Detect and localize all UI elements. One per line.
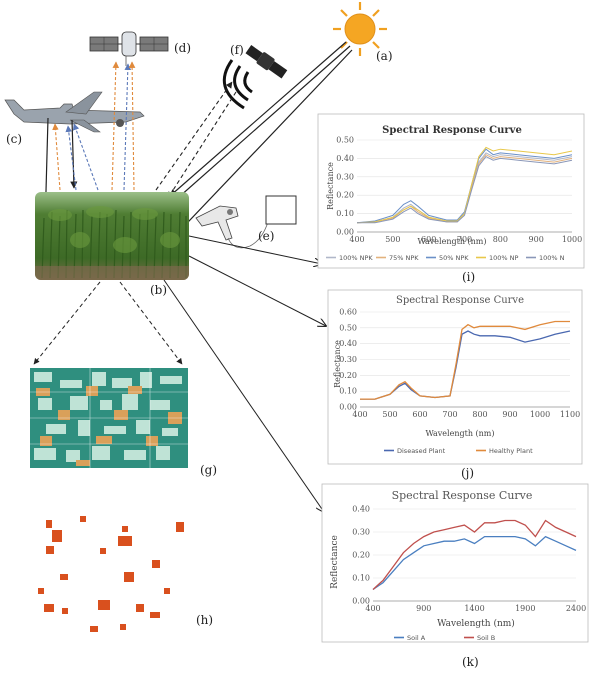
x-tick-label: 400 [349,235,364,244]
y-tick-label: 0.60 [339,308,357,317]
radiation-arrows [40,41,353,265]
satellite-icon [89,31,169,66]
x-tick-label: 2400 [566,604,586,613]
legend-label: Soil A [407,634,426,642]
field-to-chart-arrows [33,235,326,512]
legend-label: Diseased Plant [397,447,446,455]
x-tick-label: 1100 [560,410,580,419]
y-tick-label: 0.40 [352,505,370,514]
chart-k-title: Spectral Response Curve [392,489,533,502]
y-tick-label: 0.10 [339,387,357,396]
x-tick-label: 500 [385,235,400,244]
satellite-signal-icon [222,45,288,110]
label-c: (c) [6,132,22,146]
series-line [372,535,577,591]
x-tick-label: 400 [365,604,380,613]
chart-k-xlabel: Wavelength (nm) [437,618,515,629]
label-a: (a) [376,49,393,63]
legend-label: 50% NPK [439,254,469,262]
y-tick-label: 0.00 [352,597,370,606]
y-tick-label: 0.40 [339,339,357,348]
chart-j-xlabel: Wavelength (nm) [425,429,494,438]
crop-field-photo [35,192,189,280]
chart-k-ylabel: Reflectance [330,535,340,589]
label-k: (k) [462,655,479,669]
legend-label: 75% NPK [389,254,419,262]
x-tick-label: 1400 [464,604,484,613]
y-tick-label: 0.30 [352,528,370,537]
sun-icon [333,2,387,56]
series-line [360,330,571,400]
label-f: (f) [230,43,244,57]
y-tick-label: 0.50 [339,323,357,332]
x-tick-label: 800 [472,410,487,419]
x-tick-label: 1900 [515,604,535,613]
legend-label: 100% NP [489,254,519,262]
label-b: (b) [150,283,167,297]
legend-label: Healthy Plant [489,447,533,455]
label-d: (d) [174,41,191,55]
x-tick-label: 900 [416,604,431,613]
y-tick-label: 0.30 [339,355,357,364]
x-tick-label: 700 [442,410,457,419]
y-tick-label: 0.20 [352,551,370,560]
x-tick-label: 600 [412,410,427,419]
chart-j-ylabel: Reflectance [333,340,342,388]
x-tick-label: 900 [502,410,517,419]
spectral-chart-k: Spectral Response Curve Wavelength (nm) … [321,483,589,643]
legend-label: Soil B [477,634,495,642]
series-line [372,519,577,590]
chart-i-title: Spectral Response Curve [382,125,522,136]
label-j: (j) [461,466,474,480]
spectral-chart-i: Spectral Response Curve Wavelength (nm) … [317,113,585,269]
x-tick-label: 900 [529,235,544,244]
y-tick-label: 0.20 [336,191,354,200]
x-tick-label: 600 [421,235,436,244]
label-i: (i) [462,270,475,284]
y-tick-label: 0.40 [336,154,354,163]
spectral-chart-j: Spectral Response Curve Wavelength (nm) … [327,289,583,465]
y-tick-label: 0.20 [339,371,357,380]
legend-label: 100% N [539,254,565,262]
label-e: (e) [258,229,274,243]
chart-j-title: Spectral Response Curve [396,295,524,306]
x-tick-label: 400 [352,410,367,419]
y-tick-label: 0.50 [336,136,354,145]
series-line [357,155,573,224]
legend-label: 100% NPK [339,254,373,262]
y-tick-label: 0.10 [336,209,354,218]
x-tick-label: 1000 [530,410,550,419]
y-tick-label: 0.10 [352,574,370,583]
x-tick-label: 800 [493,235,508,244]
chart-i-xlabel: Wavelength (nm) [417,237,486,246]
drone-icon [4,91,145,133]
label-h: (h) [196,613,213,627]
spectroradiometer-icon [195,195,297,249]
label-g: (g) [200,463,217,477]
affected-area-map [30,510,188,638]
y-tick-label: 0.30 [336,172,354,181]
x-tick-label: 1000 [562,235,582,244]
x-tick-label: 700 [457,235,472,244]
crop-stress-map [30,368,188,468]
x-tick-label: 500 [382,410,397,419]
chart-i-ylabel: Reflectance [326,162,335,210]
y-tick-label: 0.00 [339,403,357,412]
y-tick-label: 0.00 [336,228,354,237]
series-line [360,320,570,400]
